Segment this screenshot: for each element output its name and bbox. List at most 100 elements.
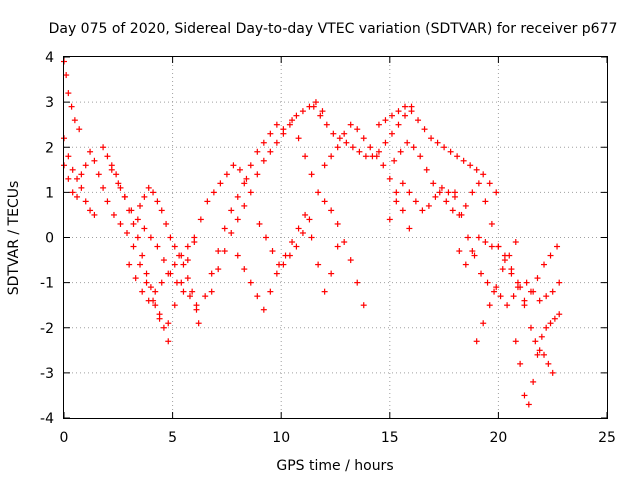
data-point bbox=[65, 175, 72, 182]
data-point bbox=[323, 121, 330, 128]
data-point bbox=[71, 117, 78, 124]
data-point bbox=[104, 153, 111, 160]
x-tick-label: 20 bbox=[489, 430, 507, 446]
data-point bbox=[375, 148, 382, 155]
y-tick-label: 0 bbox=[45, 231, 54, 247]
data-point bbox=[68, 103, 75, 110]
data-point bbox=[247, 279, 254, 286]
y-tick-label: 2 bbox=[45, 140, 54, 156]
data-point bbox=[423, 166, 430, 173]
data-point bbox=[475, 180, 482, 187]
data-point bbox=[375, 121, 382, 128]
data-point bbox=[241, 180, 248, 187]
data-point bbox=[293, 243, 300, 250]
data-point bbox=[295, 135, 302, 142]
data-point bbox=[128, 207, 135, 214]
data-point bbox=[541, 261, 548, 268]
series-arc-15 bbox=[321, 121, 413, 232]
data-point bbox=[449, 207, 456, 214]
data-point bbox=[273, 121, 280, 128]
data-point bbox=[475, 234, 482, 241]
data-point bbox=[276, 261, 283, 268]
data-point bbox=[247, 162, 254, 169]
data-point bbox=[273, 139, 280, 146]
data-point bbox=[454, 153, 461, 160]
series-arc-22 bbox=[512, 311, 563, 408]
data-point bbox=[386, 175, 393, 182]
data-point bbox=[541, 351, 548, 358]
data-point bbox=[402, 112, 409, 119]
data-point bbox=[78, 184, 85, 191]
series-arc-11 bbox=[234, 216, 313, 313]
data-point bbox=[545, 360, 552, 367]
data-point bbox=[100, 184, 107, 191]
data-point bbox=[464, 234, 471, 241]
data-point bbox=[506, 252, 513, 259]
data-point bbox=[247, 189, 254, 196]
y-tick-label: 3 bbox=[45, 95, 54, 111]
data-point bbox=[402, 103, 409, 110]
data-point bbox=[536, 297, 543, 304]
data-point bbox=[480, 171, 487, 178]
data-point bbox=[254, 148, 261, 155]
data-point bbox=[228, 229, 235, 236]
data-point bbox=[517, 360, 524, 367]
data-point bbox=[273, 270, 280, 277]
data-point bbox=[63, 72, 70, 79]
data-point bbox=[221, 225, 228, 232]
data-point bbox=[438, 184, 445, 191]
data-point bbox=[321, 162, 328, 169]
data-point bbox=[373, 153, 380, 160]
data-point bbox=[508, 266, 515, 273]
data-point bbox=[260, 157, 267, 164]
data-point bbox=[391, 157, 398, 164]
data-point bbox=[380, 162, 387, 169]
data-point bbox=[154, 198, 161, 205]
data-point bbox=[478, 270, 485, 277]
data-point bbox=[289, 239, 296, 246]
data-point bbox=[299, 229, 306, 236]
data-point bbox=[393, 198, 400, 205]
data-point bbox=[360, 302, 367, 309]
data-point bbox=[210, 189, 217, 196]
data-point bbox=[549, 369, 556, 376]
series-arc-23 bbox=[527, 324, 556, 376]
data-point bbox=[191, 234, 198, 241]
data-point bbox=[388, 130, 395, 137]
data-point bbox=[471, 252, 478, 259]
data-point bbox=[152, 302, 159, 309]
data-point bbox=[215, 248, 222, 255]
data-point bbox=[527, 288, 534, 295]
data-point bbox=[399, 207, 406, 214]
data-point bbox=[137, 202, 144, 209]
data-point bbox=[491, 288, 498, 295]
data-point bbox=[523, 279, 530, 286]
data-point bbox=[141, 225, 148, 232]
data-point bbox=[156, 315, 163, 322]
data-point bbox=[393, 189, 400, 196]
data-point bbox=[234, 193, 241, 200]
data-point bbox=[443, 198, 450, 205]
data-point bbox=[299, 108, 306, 115]
data-point bbox=[154, 243, 161, 250]
data-point bbox=[123, 229, 130, 236]
x-axis-label: GPS time / hours bbox=[276, 458, 393, 474]
data-point bbox=[388, 112, 395, 119]
data-point bbox=[510, 293, 517, 300]
data-point bbox=[497, 293, 504, 300]
plot-frame bbox=[63, 56, 608, 419]
data-point bbox=[163, 220, 170, 227]
x-tick-label: 0 bbox=[60, 430, 69, 446]
data-point bbox=[493, 189, 500, 196]
data-point bbox=[69, 189, 76, 196]
data-point bbox=[484, 279, 491, 286]
data-point bbox=[234, 216, 241, 223]
data-point bbox=[215, 266, 222, 273]
y-tick-label: -1 bbox=[40, 276, 54, 292]
data-point bbox=[412, 198, 419, 205]
data-point bbox=[428, 135, 435, 142]
data-point bbox=[425, 202, 432, 209]
data-point bbox=[147, 234, 154, 241]
data-point bbox=[178, 252, 185, 259]
